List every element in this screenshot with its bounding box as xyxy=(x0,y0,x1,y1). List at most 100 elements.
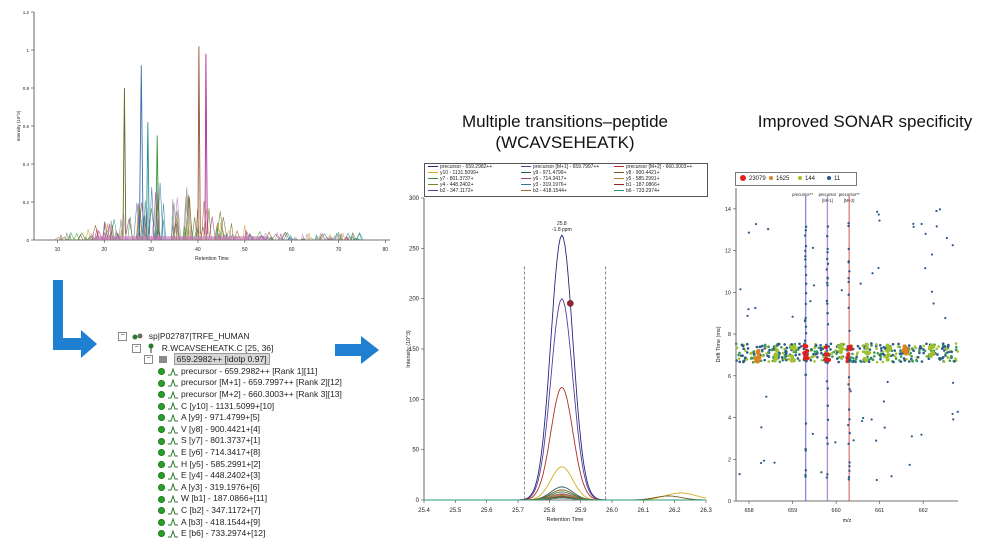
data-point xyxy=(778,361,781,364)
data-point xyxy=(899,352,902,355)
data-point xyxy=(798,343,801,346)
collapse-icon[interactable]: − xyxy=(144,355,153,364)
transition-label: A [y3] - 319.1976+[6] xyxy=(181,482,260,492)
legend-swatch xyxy=(521,184,531,186)
transition-row[interactable]: C [y10] - 1131.5099+[10] xyxy=(118,401,348,413)
transition-row[interactable]: precursor [M+2] - 660.3003++ [Rank 3][13… xyxy=(118,389,348,401)
cluster-point xyxy=(792,344,796,348)
legend-swatch xyxy=(614,172,624,174)
streak-point xyxy=(848,476,850,478)
legend-swatch xyxy=(428,178,438,180)
outlier-point xyxy=(871,418,873,420)
transition-row[interactable]: C [b2] - 347.1172+[7] xyxy=(118,505,348,517)
data-point xyxy=(942,342,945,345)
outlier-point xyxy=(939,208,941,210)
streak-point xyxy=(848,330,850,332)
data-point xyxy=(900,355,903,358)
legend-swatch xyxy=(614,178,624,180)
x-tick-label: 50 xyxy=(242,247,248,253)
series-peak xyxy=(123,88,126,236)
x-tick-label: 26.3 xyxy=(700,508,712,514)
legend-label: 11 xyxy=(834,176,840,182)
data-point xyxy=(771,348,774,351)
legend-label: 144 xyxy=(805,176,815,182)
peak-icon xyxy=(168,426,178,434)
transition-label: H [y5] - 585.2991+[2] xyxy=(181,459,261,469)
x-axis-label: Retention Time xyxy=(547,517,584,523)
transition-row[interactable]: precursor [M+1] - 659.7997++ [Rank 2][12… xyxy=(118,377,348,389)
transition-row[interactable]: H [y5] - 585.2991+[2] xyxy=(118,459,348,471)
transition-row[interactable]: E [y4] - 448.2402+[3] xyxy=(118,470,348,482)
outlier-point xyxy=(911,435,913,437)
x-tick-label: 660 xyxy=(832,508,841,514)
transition-trace xyxy=(424,387,706,500)
data-point xyxy=(831,352,834,355)
status-dot-icon xyxy=(158,496,165,503)
legend-item: 1625 xyxy=(769,173,789,185)
cluster-point xyxy=(775,348,779,352)
cluster-point xyxy=(865,343,869,347)
streak-point xyxy=(805,332,807,334)
status-dot-icon xyxy=(158,461,165,468)
data-point xyxy=(740,354,743,357)
data-point xyxy=(813,355,816,358)
streak-point xyxy=(804,234,806,236)
outlier-point xyxy=(765,396,767,398)
data-point xyxy=(738,357,741,360)
tree-root-row[interactable]: − sp|P02787|TRFE_HUMAN xyxy=(118,331,348,343)
data-point xyxy=(776,344,779,347)
collapse-icon[interactable]: − xyxy=(132,344,141,353)
peak-icon xyxy=(168,414,178,422)
transition-row[interactable]: W [b1] - 187.0866+[11] xyxy=(118,493,348,505)
legend-swatch xyxy=(428,184,438,186)
x-tick-label: 25.6 xyxy=(481,508,493,514)
status-dot-icon xyxy=(158,484,165,491)
cluster-point xyxy=(846,352,850,356)
down-right-arrow-icon xyxy=(45,280,105,360)
outlier-point xyxy=(944,317,946,319)
status-dot-icon xyxy=(158,472,165,479)
data-point xyxy=(899,350,902,353)
streak-point xyxy=(826,235,828,237)
outlier-point xyxy=(820,471,822,473)
transition-row[interactable]: A [y3] - 319.1976+[6] xyxy=(118,482,348,494)
legend-swatch xyxy=(428,172,438,174)
data-point xyxy=(813,346,816,349)
outlier-point xyxy=(878,213,880,215)
streak-point xyxy=(804,258,806,260)
outlier-point xyxy=(951,413,953,415)
status-dot-icon xyxy=(158,414,165,421)
x-tick-label: 662 xyxy=(919,508,928,514)
transition-row[interactable]: V [y8] - 900.4421+[4] xyxy=(118,424,348,436)
legend-item: b3 - 418.1544+ xyxy=(521,189,567,194)
outlier-point xyxy=(887,381,889,383)
cluster-point xyxy=(804,353,808,357)
streak-point xyxy=(826,349,828,351)
peptide-name: R.WCAVSEHEATK.C [25, 36] xyxy=(162,343,274,353)
collapse-icon[interactable]: − xyxy=(118,332,127,341)
precursor-selected[interactable]: 659.2982++ [idotp 0.97] xyxy=(174,353,270,365)
outlier-point xyxy=(909,464,911,466)
outlier-point xyxy=(932,302,934,304)
transition-row[interactable]: A [b3] - 418.1544+[9] xyxy=(118,517,348,529)
data-point xyxy=(953,360,956,363)
tree-precursor-row[interactable]: − 659.2982++ [idotp 0.97] xyxy=(118,354,348,366)
data-point xyxy=(738,361,741,364)
transition-row[interactable]: E [y6] - 714.3417+[8] xyxy=(118,447,348,459)
transition-row[interactable]: S [y7] - 801.3737+[1] xyxy=(118,435,348,447)
transition-label: S [y7] - 801.3737+[1] xyxy=(181,435,260,445)
data-point xyxy=(892,343,895,346)
transition-row[interactable]: A [y9] - 971.4799+[5] xyxy=(118,412,348,424)
data-point xyxy=(746,351,749,354)
data-point xyxy=(911,347,914,350)
data-point xyxy=(936,353,939,356)
transition-row[interactable]: precursor - 659.2982++ [Rank 1][11] xyxy=(118,366,348,378)
legend-label: b6 - 733.2974+ xyxy=(626,188,660,194)
data-point xyxy=(928,358,931,361)
outlier-point xyxy=(847,424,849,426)
data-point xyxy=(945,352,948,355)
data-point xyxy=(898,359,901,362)
outlier-point xyxy=(755,223,757,225)
streak-point xyxy=(827,419,829,421)
streak-point xyxy=(847,277,849,279)
